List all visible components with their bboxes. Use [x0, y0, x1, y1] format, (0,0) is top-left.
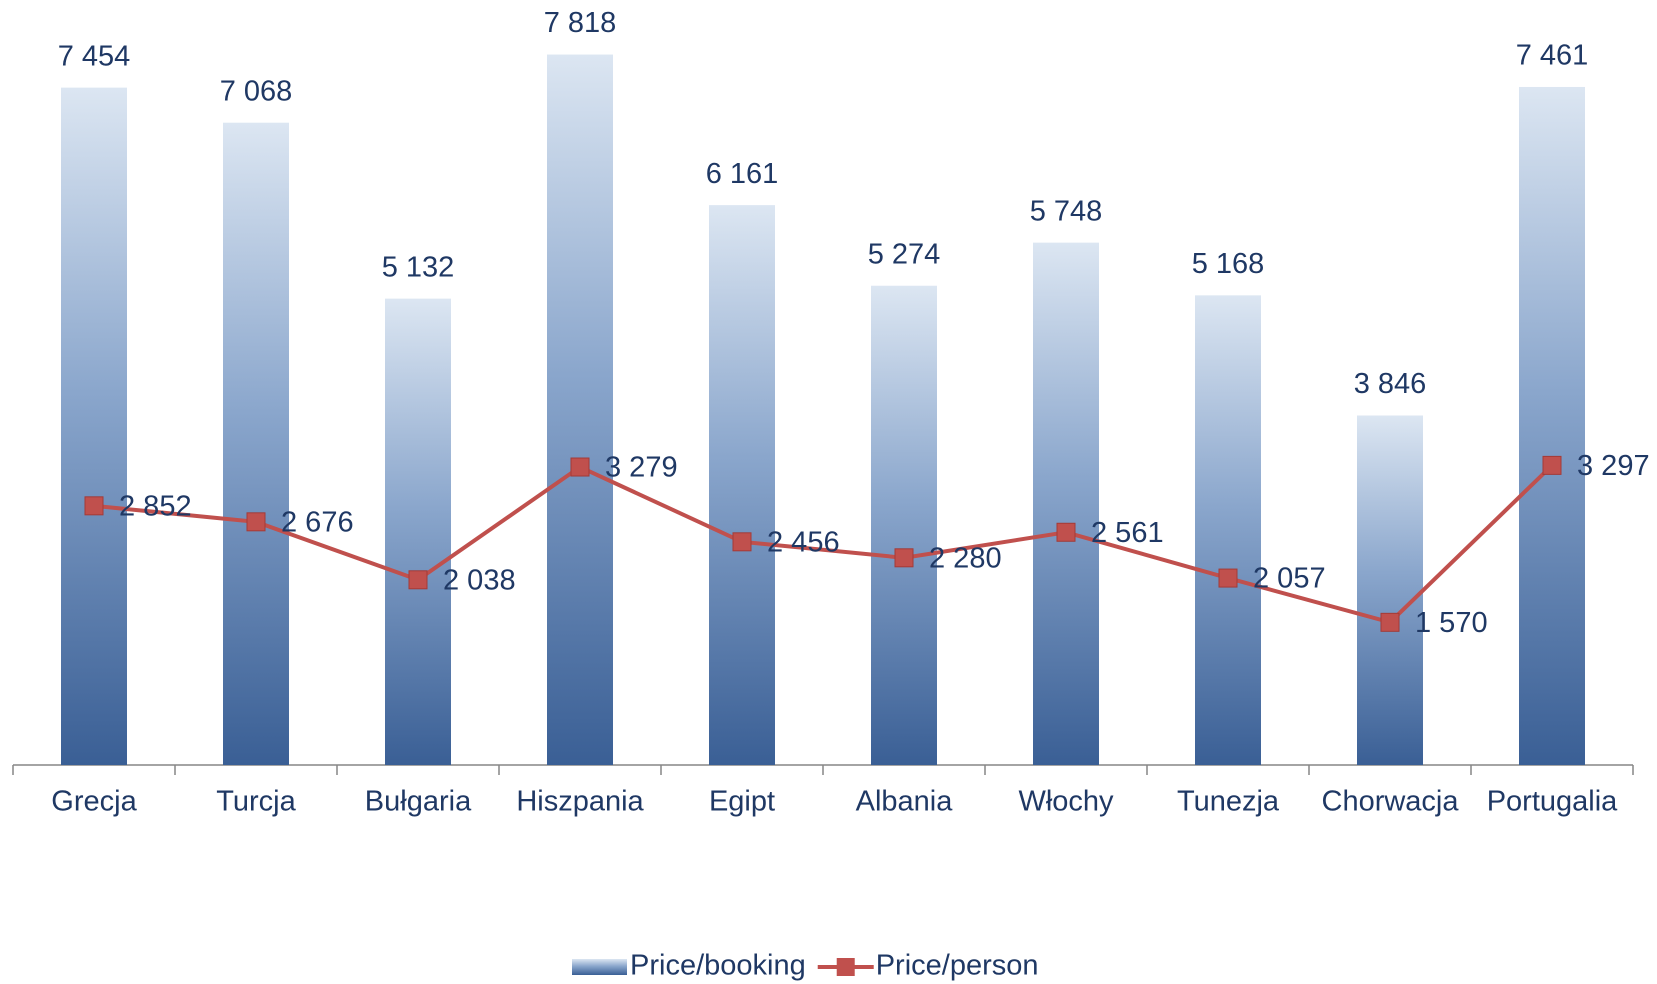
line-value-label: 1 570: [1415, 607, 1488, 639]
legend-swatch-marker: [836, 958, 855, 976]
line-marker: [246, 512, 266, 532]
bar-value-label: 5 168: [1192, 248, 1265, 280]
line-marker: [1542, 455, 1562, 475]
line-value-label: 2 057: [1253, 563, 1326, 595]
x-tick-label: Grecja: [51, 786, 137, 818]
bar-value-label: 5 132: [382, 251, 455, 283]
line-value-label: 3 297: [1577, 450, 1650, 482]
bar: [61, 87, 127, 766]
x-tick-label: Tunezja: [1177, 786, 1280, 818]
line-value-label: 2 561: [1091, 517, 1164, 549]
x-tick-label: Albania: [856, 786, 954, 818]
line-value-label: 3 279: [605, 452, 678, 484]
bar-value-label: 7 068: [220, 75, 293, 107]
legend-swatch: [572, 959, 627, 975]
x-tick-label: Bułgaria: [365, 786, 472, 818]
line-marker: [1218, 568, 1238, 588]
bar-value-label: 7 818: [544, 7, 617, 39]
line-marker: [570, 457, 590, 477]
line-value-label: 2 852: [119, 490, 192, 522]
line: [93, 463, 1554, 625]
bar-value-label: 7 461: [1516, 40, 1589, 72]
bar: [709, 205, 775, 765]
bar-value-label: 6 161: [706, 158, 779, 190]
bar: [547, 54, 613, 766]
line-value-label: 2 456: [767, 526, 840, 558]
bar: [385, 298, 451, 765]
line-value-label: 2 676: [281, 506, 354, 538]
line-marker: [84, 496, 104, 516]
bar-value-label: 5 748: [1030, 195, 1103, 227]
bar: [223, 122, 289, 766]
bar: [1195, 295, 1261, 765]
x-tick-label: Chorwacja: [1322, 786, 1460, 818]
bar: [871, 285, 937, 765]
bar-value-label: 5 274: [868, 238, 941, 270]
x-tick-label: Hiszpania: [516, 786, 644, 818]
bar-value-label: 3 846: [1354, 368, 1427, 400]
x-tick-label: Egipt: [709, 786, 775, 818]
bar-value-label: 7 454: [58, 40, 131, 72]
x-tick-label: Turcja: [216, 786, 296, 818]
x-tick-label: Włochy: [1018, 786, 1114, 818]
legend-label: Price/booking: [630, 950, 806, 982]
line-value-label: 2 280: [929, 542, 1002, 574]
bar: [1519, 86, 1585, 765]
x-tick-label: Portugalia: [1487, 786, 1618, 818]
line-marker: [408, 570, 428, 590]
line-marker: [1380, 612, 1400, 632]
bar: [1033, 242, 1099, 765]
line-value-label: 2 038: [443, 564, 516, 596]
legend-label: Price/person: [876, 950, 1039, 982]
line-marker: [894, 548, 914, 568]
bar: [1357, 415, 1423, 765]
line-marker: [732, 532, 752, 552]
line-marker: [1056, 522, 1076, 542]
